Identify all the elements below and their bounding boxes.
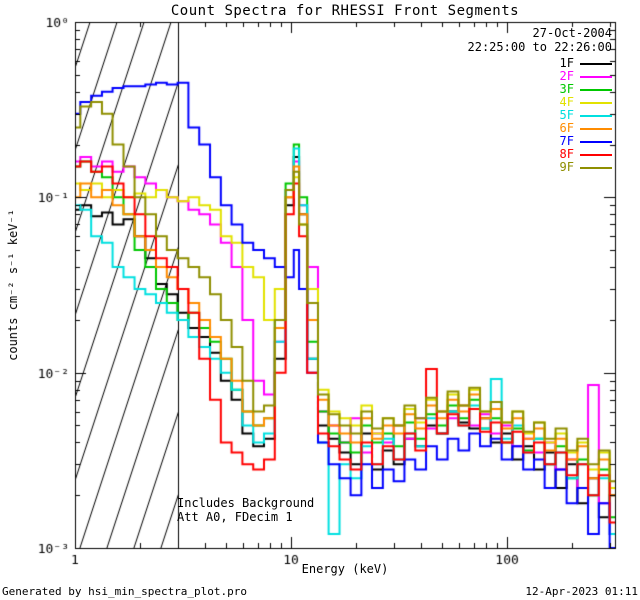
legend-line-swatch xyxy=(580,114,612,117)
annotation-attenuator: Att A0, FDecim 1 xyxy=(177,509,293,524)
legend-label: 2F xyxy=(559,69,574,83)
legend-item-7f: 7F xyxy=(560,135,612,148)
legend-label: 8F xyxy=(559,147,574,161)
legend-item-6f: 6F xyxy=(560,122,612,135)
detector-legend: 1F 2F 3F 4F 5F 6F 7F 8F 9F xyxy=(560,57,612,174)
legend-label: 6F xyxy=(559,121,574,135)
legend-item-1f: 1F xyxy=(560,57,612,70)
legend-line-swatch xyxy=(580,62,612,65)
legend-item-9f: 9F xyxy=(560,161,612,174)
y-axis-label: counts cm⁻² s⁻¹ keV⁻¹ xyxy=(6,209,20,361)
legend-label: 5F xyxy=(559,108,574,122)
x-axis-label: Energy (keV) xyxy=(301,562,389,576)
legend-line-swatch xyxy=(580,140,612,143)
legend-line-swatch xyxy=(580,88,612,91)
legend-line-swatch xyxy=(580,127,612,130)
observation-time-range: 22:25:00 to 22:26:00 xyxy=(467,40,613,54)
annotation-background: Includes Background xyxy=(177,496,315,510)
legend-label: 1F xyxy=(559,56,574,70)
legend-item-4f: 4F xyxy=(560,96,612,109)
footer-timestamp: 12-Apr-2023 01:11 xyxy=(525,585,638,598)
legend-item-3f: 3F xyxy=(560,83,612,96)
legend-line-swatch xyxy=(580,153,612,156)
legend-line-swatch xyxy=(580,75,612,78)
legend-line-swatch xyxy=(580,101,612,104)
legend-label: 3F xyxy=(559,82,574,96)
legend-item-5f: 5F xyxy=(560,109,612,122)
observation-date: 27-Oct-2004 xyxy=(532,26,612,40)
legend-label: 9F xyxy=(559,160,574,174)
legend-label: 7F xyxy=(559,134,574,148)
footer-generator: Generated by hsi_min_spectra_plot.pro xyxy=(2,585,248,598)
legend-item-8f: 8F xyxy=(560,148,612,161)
legend-label: 4F xyxy=(559,95,574,109)
plot-title: Count Spectra for RHESSI Front Segments xyxy=(170,3,520,19)
legend-line-swatch xyxy=(580,166,612,169)
legend-item-2f: 2F xyxy=(560,70,612,83)
plot-annotations: Includes Background Att A0, FDecim 1 xyxy=(177,496,315,524)
